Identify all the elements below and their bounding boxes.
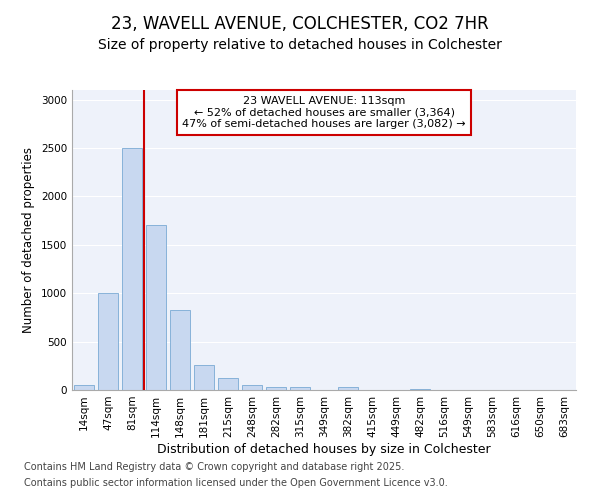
Text: Contains HM Land Registry data © Crown copyright and database right 2025.: Contains HM Land Registry data © Crown c… — [24, 462, 404, 472]
Bar — [266, 387, 286, 390]
X-axis label: Distribution of detached houses by size in Colchester: Distribution of detached houses by size … — [157, 442, 491, 456]
Bar — [170, 310, 190, 390]
Y-axis label: Number of detached properties: Number of detached properties — [22, 147, 35, 333]
Bar — [194, 365, 214, 390]
Bar — [98, 293, 118, 390]
Text: Size of property relative to detached houses in Colchester: Size of property relative to detached ho… — [98, 38, 502, 52]
Bar — [242, 385, 262, 390]
Bar — [218, 378, 238, 390]
Bar — [122, 148, 142, 390]
Bar — [74, 385, 94, 390]
Text: Contains public sector information licensed under the Open Government Licence v3: Contains public sector information licen… — [24, 478, 448, 488]
Text: 23, WAVELL AVENUE, COLCHESTER, CO2 7HR: 23, WAVELL AVENUE, COLCHESTER, CO2 7HR — [111, 15, 489, 33]
Bar — [146, 226, 166, 390]
Bar — [338, 387, 358, 390]
Bar — [410, 388, 430, 390]
Bar — [290, 387, 310, 390]
Text: 23 WAVELL AVENUE: 113sqm
← 52% of detached houses are smaller (3,364)
47% of sem: 23 WAVELL AVENUE: 113sqm ← 52% of detach… — [182, 96, 466, 129]
